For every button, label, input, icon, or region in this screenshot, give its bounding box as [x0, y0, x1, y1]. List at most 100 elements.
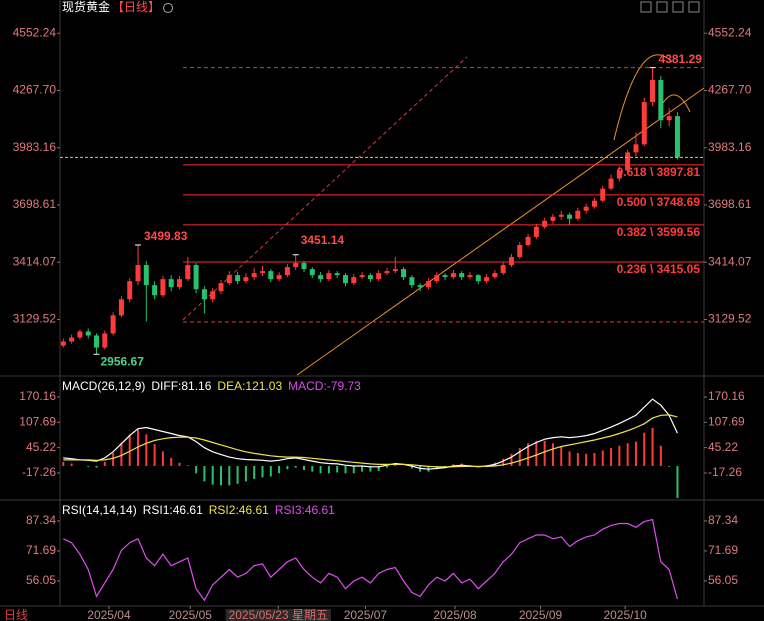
y-tick-label: 87.34 — [708, 513, 738, 527]
arc-drawing — [613, 54, 673, 141]
y-tick-label: -17.26 — [708, 465, 742, 479]
candle-body — [94, 335, 100, 348]
chart-title: 现货黄金 — [62, 0, 110, 14]
candle-body — [177, 279, 183, 288]
legend-entry: RSI1:46.61 — [143, 503, 203, 517]
legend-entry: RSI(14,14,14) — [62, 503, 137, 517]
candle-body — [442, 275, 448, 278]
series-line — [63, 518, 678, 602]
legend-entry: RSI2:46.61 — [209, 503, 269, 517]
candle-body — [259, 271, 265, 274]
candle-body — [276, 275, 282, 280]
candle-body — [533, 226, 539, 237]
y-tick-label: 71.69 — [26, 543, 56, 557]
candle-body — [110, 315, 116, 334]
candle-body — [367, 275, 373, 280]
candle-body — [226, 275, 232, 284]
candle-body — [268, 271, 274, 280]
candle-body — [409, 277, 415, 286]
candle-body — [251, 273, 257, 278]
candle-body — [674, 116, 680, 158]
candle-body — [575, 210, 581, 219]
candle-body — [218, 283, 224, 292]
candle-body — [193, 265, 199, 290]
y-tick-label: 170.16 — [708, 389, 745, 403]
y-tick-label: 4552.24 — [13, 25, 57, 39]
candle-body — [625, 152, 631, 171]
candle-body — [401, 269, 407, 278]
icon[interactable] — [640, 1, 652, 13]
y-tick-label: 4552.24 — [708, 25, 752, 39]
candle-body — [567, 214, 573, 219]
candle-body — [500, 265, 506, 274]
candle-body — [525, 236, 531, 245]
y-tick-label: 45.22 — [26, 440, 56, 454]
add-icon[interactable] — [163, 3, 174, 13]
x-tick-label: 2025/07 — [344, 608, 388, 621]
candle-body — [60, 341, 66, 346]
series-line — [63, 414, 678, 468]
y-tick-label: 170.16 — [19, 389, 56, 403]
candle-body — [309, 269, 315, 276]
candle-body — [376, 273, 382, 280]
y-tick-label: 107.69 — [708, 414, 745, 428]
y-tick-label: 56.05 — [26, 573, 56, 587]
fib-level-label: 0.236 \ 3415.05 — [617, 262, 701, 276]
candle-body — [293, 263, 299, 268]
candle-body — [650, 79, 656, 103]
icon[interactable] — [656, 1, 668, 13]
y-tick-label: 3983.16 — [708, 140, 752, 154]
y-tick-label: 45.22 — [708, 440, 738, 454]
y-tick-label: 3129.52 — [708, 312, 752, 326]
candle-body — [633, 144, 639, 153]
candle-body — [127, 281, 133, 300]
candle-body — [301, 263, 307, 270]
candle-body — [118, 299, 124, 316]
candle-body — [508, 257, 514, 266]
x-tick-label: 2025/05/23 星期五 — [229, 608, 328, 621]
candle-body — [666, 116, 672, 121]
y-tick-label: 3414.07 — [708, 254, 752, 268]
candle-body — [359, 275, 365, 278]
y-tick-label: 4267.70 — [13, 83, 57, 97]
candle-body — [417, 285, 423, 288]
candle-body — [210, 291, 216, 300]
x-tick-label: 2025/05 — [169, 608, 213, 621]
y-tick-label: 3698.61 — [708, 197, 752, 211]
y-tick-label: 87.34 — [26, 513, 56, 527]
y-tick-label: 3129.52 — [13, 312, 57, 326]
candle-body — [326, 273, 332, 280]
legend-entry: MACD(26,12,9) — [62, 379, 145, 393]
legend-entry: MACD:-79.73 — [288, 379, 361, 393]
candle-body — [616, 170, 622, 179]
icon[interactable] — [672, 1, 684, 13]
candle-body — [185, 265, 191, 280]
legend-entry: DEA:121.03 — [217, 379, 282, 393]
candle-body — [69, 337, 75, 342]
candle-body — [658, 79, 664, 121]
icon[interactable] — [688, 1, 700, 13]
x-tick-label: 2025/08 — [433, 608, 477, 621]
candle-body — [160, 279, 166, 296]
candle-body — [608, 178, 614, 189]
candle-body — [484, 277, 490, 282]
series-line — [63, 398, 678, 470]
period-label: 日线 — [4, 608, 28, 621]
y-tick-label: 3414.07 — [13, 254, 57, 268]
plot-area: 0.618 \ 3897.81 0.500 \ 3748.69 0.382 \ 35… — [60, 52, 704, 368]
candle-body — [392, 269, 398, 272]
fib-level-label: 0.618 \ 3897.81 — [617, 165, 701, 179]
crosshair-label-bg — [225, 609, 331, 621]
plot-area — [62, 398, 679, 498]
candle-body — [77, 331, 83, 338]
y-tick-label: 71.69 — [708, 543, 738, 557]
candle-body — [591, 200, 597, 207]
legend-entry: DIFF:81.16 — [151, 379, 211, 393]
y-tick-label: 4267.70 — [708, 83, 752, 97]
candle-body — [143, 265, 149, 286]
chart-period: 【日线】 — [112, 0, 160, 14]
candle-body — [318, 275, 324, 280]
toolbar-icons[interactable] — [640, 1, 700, 13]
candle-body — [235, 275, 241, 282]
